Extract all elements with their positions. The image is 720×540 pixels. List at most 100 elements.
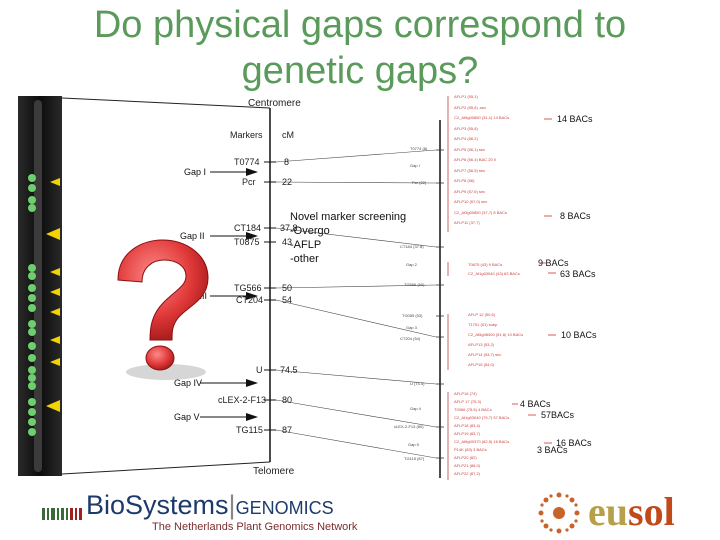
contig-label: AFLP2 (55,6) ,sec	[454, 104, 487, 110]
biosystems-subtitle: The Netherlands Plant Genomics Network	[152, 521, 358, 533]
contig-label: AFLP8 (56)	[454, 178, 475, 183]
right-map-label: Gap 5	[408, 442, 419, 447]
right-map-label: CT204 (54)	[400, 336, 421, 341]
gap-label-2: Gap II	[180, 231, 205, 241]
telomere-label: Telomere	[253, 466, 295, 477]
contig-label: AFLP14 (53,7) sec	[468, 352, 502, 357]
contig-label: AFLP 12 (50,6)	[468, 312, 496, 317]
marker-name: T0875	[234, 237, 260, 247]
gap-arrows	[200, 168, 258, 421]
right-map-label: TG115 (87)	[404, 456, 425, 461]
biosystems-word: BioSystems	[86, 490, 229, 520]
contig-label: C2_At5g08300 (51,6) 10 BACs	[468, 332, 524, 337]
bac-count: 8 BACs	[560, 211, 591, 221]
bac-count: 9 BACs	[538, 258, 569, 268]
marker-cm: 43	[282, 237, 293, 247]
contig-label: AFLP1 (55,1)	[454, 94, 478, 99]
contig-label: AFLP21 (86,0)	[454, 463, 481, 468]
chromosome-image	[18, 96, 62, 476]
right-map-label: T0774 (8)	[410, 146, 428, 151]
contig-group-4: AFLP16 (74) AFLP 17 (75,3) T0366 (75,6) …	[454, 390, 534, 478]
biosystems-genomics-logo: BioSystems|GENOMICS The Netherlands Plan…	[42, 490, 422, 536]
marker-cm: 54	[282, 295, 293, 305]
screening-note-item: -AFLP	[290, 239, 322, 251]
screening-note-heading: Novel marker screening	[290, 211, 407, 223]
contig-label: AFLP11 (37,7)	[454, 220, 480, 225]
contig-label: AFLP20 (82)	[454, 455, 477, 460]
right-map-label: Gap 2	[406, 262, 417, 267]
contig-label: AFLP4 (56,2)	[454, 136, 478, 141]
bac-count: 4 BACs	[520, 399, 551, 409]
barcode-icon	[42, 508, 82, 520]
right-map-label: Gap 4	[410, 406, 421, 411]
right-map-label: CT184 (37.8)	[400, 244, 424, 249]
right-map-label: TG055 (53)	[402, 313, 423, 318]
right-map-label: U (74.5)	[410, 381, 425, 386]
contig-label: T0875 (43) 9 BACs	[468, 262, 503, 267]
marker-cm: 74.5	[280, 365, 298, 375]
marker-name: T0774	[234, 157, 260, 167]
eusol-eu: eu	[588, 489, 628, 534]
gap-label-1: Gap I	[184, 167, 207, 177]
contig-label: C2_At5g00370 (82,5) 16 BACs	[454, 439, 510, 444]
contig-label: AFLP19 (83,7)	[454, 431, 481, 436]
marker-name: cLEX-2-F13	[218, 395, 267, 405]
marker-cm: 8	[284, 157, 290, 167]
contig-label: AFLP22 (87,2)	[454, 471, 481, 476]
marker-cm: 50	[282, 283, 293, 293]
genomics-word: GENOMICS	[235, 498, 334, 518]
bac-count: 63 BACs	[560, 269, 596, 279]
marker-cm: 87	[282, 425, 293, 435]
chromosome-arrows	[46, 178, 60, 412]
right-map-label: cLEX-2-F13 (80)	[394, 424, 424, 429]
right-map-label: Pcr (22)	[412, 180, 427, 185]
contig-label: AFLP9 (57,6) sec	[454, 188, 486, 194]
screening-note: Novel marker screening -Overgo -AFLP -ot…	[290, 210, 406, 266]
cm-header: cM	[282, 130, 294, 140]
centromere-label: Centromere	[248, 98, 301, 109]
marker-cm: 22	[282, 177, 293, 187]
contig-label: AFLP16 (74)	[454, 391, 477, 396]
slide-title-line1: Do physical gaps correspond to	[93, 4, 627, 46]
bac-count: 3 BACs	[537, 445, 568, 455]
screening-note-item: -other	[290, 253, 319, 265]
marker-cm: 80	[282, 395, 293, 405]
gap-label-5: Gap V	[174, 412, 200, 422]
contig-label: AFLP5 (56,1) sec	[454, 146, 486, 152]
markers-header: Markers	[230, 130, 263, 140]
contig-label: AFLP15 (54,0)	[468, 362, 495, 367]
contig-label: P14K (83) 3 BACs	[454, 447, 487, 452]
contig-group-1: AFLP1 (55,1) AFLP2 (55,6) ,sec C2_At5g00…	[454, 92, 554, 229]
eusol-logo: eusol	[588, 488, 675, 535]
marker-name: CT184	[234, 223, 262, 233]
contig-label: C2_At3g00850 (37,7) 8 BACs	[454, 209, 507, 215]
question-mark-icon	[117, 239, 209, 380]
eusol-sol: sol	[628, 489, 675, 534]
bac-count: 57BACs	[541, 410, 575, 420]
contig-label: AFLP13 (53,2)	[468, 342, 495, 347]
contig-label: C2_At1g03040 (75,7) 57 BACs	[454, 415, 510, 420]
bac-count: 16 BACs	[556, 438, 592, 448]
marker-name: TG566	[234, 283, 262, 293]
biosystems-separator: |	[228, 490, 236, 520]
right-map-label: TG566 (50)	[404, 282, 425, 287]
right-map-label: Gap 3	[406, 325, 417, 330]
marker-name: TG115	[236, 425, 263, 435]
contig-group-2: T0875 (43) 9 BACs C2_At1g03040 (43) 63 B…	[468, 260, 548, 278]
contig-label: AFLP18 (83,4)	[454, 423, 481, 428]
marker-cm: 37.8	[280, 223, 298, 233]
contig-label: AFLP6 (56,4) BAC 20 0	[454, 157, 497, 162]
contig-group-3: AFLP 12 (50,6) T1751 (51) subp C2_At5g08…	[468, 310, 558, 370]
sun-icon	[538, 492, 580, 534]
marker-name: U	[256, 365, 263, 375]
marker-name: Pcr	[242, 177, 256, 187]
contig-label: T1751 (51) subp	[468, 322, 498, 327]
gap-label-4: Gap IV	[174, 378, 203, 388]
contig-label: T0366 (75,6) 4 BACs	[454, 407, 492, 412]
contig-label: AFLP7 (56,5) sec	[454, 167, 486, 173]
right-map-label: Gap I	[410, 163, 420, 168]
contig-label: AFLP 17 (75,3)	[454, 399, 482, 404]
bac-count: 14 BACs	[557, 114, 593, 124]
contig-label: AFLP10 (57,0) sec	[454, 199, 488, 204]
